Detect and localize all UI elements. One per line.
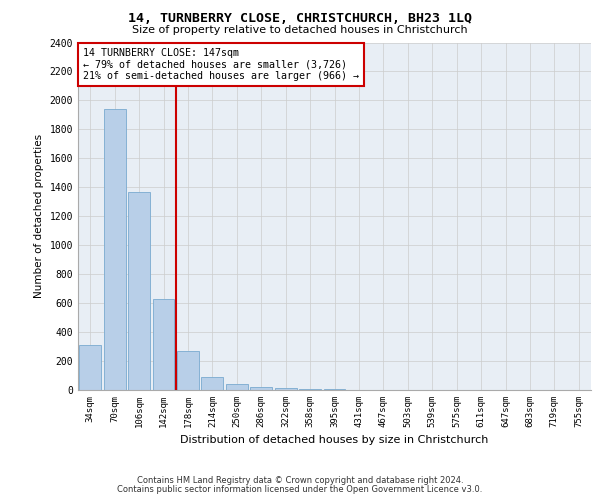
Text: Size of property relative to detached houses in Christchurch: Size of property relative to detached ho… [132, 25, 468, 35]
Bar [79, 345, 101, 390]
Bar [202, 377, 223, 390]
Bar [275, 388, 296, 390]
Bar [177, 351, 199, 390]
Bar [104, 109, 125, 390]
Bar [299, 388, 321, 390]
Bar [128, 192, 150, 390]
Text: Contains public sector information licensed under the Open Government Licence v3: Contains public sector information licen… [118, 485, 482, 494]
Bar [152, 299, 175, 390]
Y-axis label: Number of detached properties: Number of detached properties [34, 134, 44, 298]
Bar [250, 387, 272, 390]
Text: 14, TURNBERRY CLOSE, CHRISTCHURCH, BH23 1LQ: 14, TURNBERRY CLOSE, CHRISTCHURCH, BH23 … [128, 12, 472, 26]
Text: Contains HM Land Registry data © Crown copyright and database right 2024.: Contains HM Land Registry data © Crown c… [137, 476, 463, 485]
X-axis label: Distribution of detached houses by size in Christchurch: Distribution of detached houses by size … [181, 436, 488, 446]
Text: 14 TURNBERRY CLOSE: 147sqm
← 79% of detached houses are smaller (3,726)
21% of s: 14 TURNBERRY CLOSE: 147sqm ← 79% of deta… [83, 48, 359, 81]
Bar [226, 384, 248, 390]
